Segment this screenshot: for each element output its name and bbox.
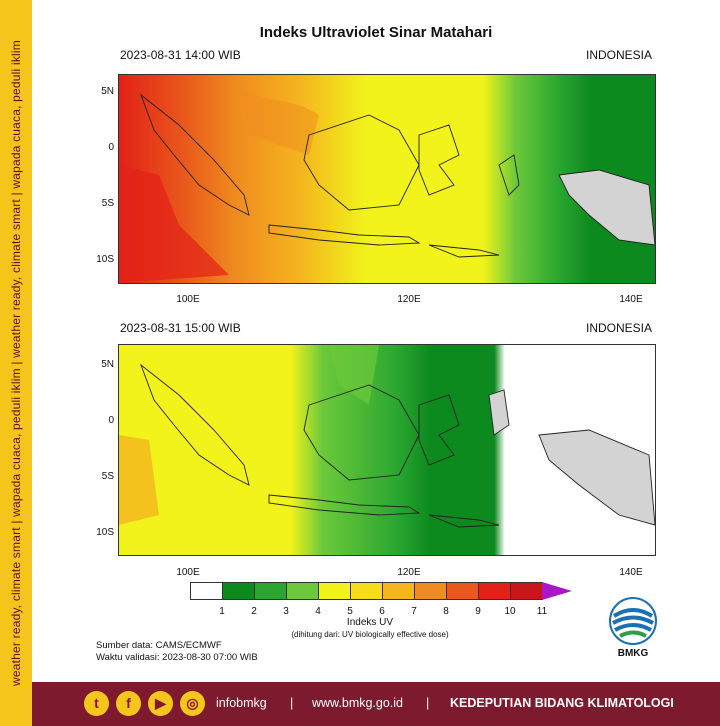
lon-tick-140e: 140E <box>619 294 643 305</box>
panel2-region: INDONESIA <box>586 321 653 335</box>
side-banner-text: weather ready, climate smart | wapada cu… <box>9 40 23 686</box>
lat-tick-0: 0 <box>108 142 114 153</box>
colorbar-cell <box>382 582 415 600</box>
footer-handle[interactable]: infobmkg <box>216 696 267 710</box>
colorbar-label: 3 <box>283 606 289 617</box>
instagram-icon[interactable]: ◎ <box>180 691 205 716</box>
colorbar-label: 6 <box>379 606 385 617</box>
colorbar-cell <box>254 582 287 600</box>
facebook-icon[interactable]: f <box>116 691 141 716</box>
colorbar-cell <box>478 582 511 600</box>
colorbar-cell <box>222 582 255 600</box>
lon-tick-120e-2: 120E <box>397 567 421 578</box>
uv-map-panel-1400 <box>118 74 656 284</box>
colorbar-cell <box>414 582 447 600</box>
colorbar-cell <box>446 582 479 600</box>
colorbar-note: (dihitung dari: UV biologically effectiv… <box>291 630 449 639</box>
youtube-icon[interactable]: ▶ <box>148 691 173 716</box>
colorbar-label: 11 <box>536 606 548 617</box>
lat-tick-10s: 10S <box>96 254 114 265</box>
lat-tick-5n-2: 5N <box>101 359 114 370</box>
colorbar-cell <box>542 582 572 600</box>
colorbar-title: Indeks UV <box>346 617 394 628</box>
lat-tick-0-2: 0 <box>108 415 114 426</box>
coastlines-2 <box>140 363 655 528</box>
colorbar-label: 8 <box>443 606 449 617</box>
bmkg-logo <box>609 597 657 645</box>
lon-tick-120e: 120E <box>397 294 421 305</box>
lat-tick-5n: 5N <box>101 86 114 97</box>
panel1-region: INDONESIA <box>586 48 653 62</box>
colorbar-label: 4 <box>315 606 321 617</box>
footer-department: KEDEPUTIAN BIDANG KLIMATOLOGI <box>450 696 674 710</box>
colorbar-label: 1 <box>219 606 225 617</box>
lon-tick-140e-2: 140E <box>619 567 643 578</box>
lat-tick-5s-2: 5S <box>101 471 114 482</box>
footer-separator-1: | <box>290 696 294 710</box>
colorbar-label: 10 <box>504 606 516 617</box>
source-line: Sumber data: CAMS/ECMWF <box>96 640 222 651</box>
twitter-icon[interactable]: t <box>84 691 109 716</box>
bmkg-logo-text: BMKG <box>617 648 649 659</box>
footer: t f ▶ ◎ infobmkg | www.bmkg.go.id | KEDE… <box>32 682 720 726</box>
validation-line: Waktu validasi: 2023-08-30 07:00 WIB <box>96 652 258 663</box>
colorbar-label: 9 <box>475 606 481 617</box>
colorbar-label: 2 <box>251 606 257 617</box>
colorbar-label: 7 <box>411 606 417 617</box>
lat-tick-5s: 5S <box>101 198 114 209</box>
uv-map-1500 <box>119 345 655 555</box>
uv-map-1400 <box>119 75 655 283</box>
colorbar-cell <box>350 582 383 600</box>
lon-tick-100e-2: 100E <box>176 567 200 578</box>
lat-tick-10s-2: 10S <box>96 527 114 538</box>
colorbar-label: 5 <box>347 606 353 617</box>
colorbar-cell <box>510 582 543 600</box>
coastlines <box>140 93 655 258</box>
panel1-datetime: 2023-08-31 14:00 WIB <box>120 48 241 62</box>
panel2-datetime: 2023-08-31 15:00 WIB <box>120 321 241 335</box>
lon-tick-100e: 100E <box>176 294 200 305</box>
map-title: Indeks Ultraviolet Sinar Matahari <box>259 24 493 41</box>
colorbar-cell <box>286 582 319 600</box>
colorbar-cell <box>318 582 351 600</box>
footer-separator-2: | <box>426 696 430 710</box>
footer-website[interactable]: www.bmkg.go.id <box>312 696 404 710</box>
side-banner: weather ready, climate smart | wapada cu… <box>0 0 32 726</box>
uv-map-panel-1500 <box>118 344 656 556</box>
colorbar-cell <box>190 582 223 600</box>
